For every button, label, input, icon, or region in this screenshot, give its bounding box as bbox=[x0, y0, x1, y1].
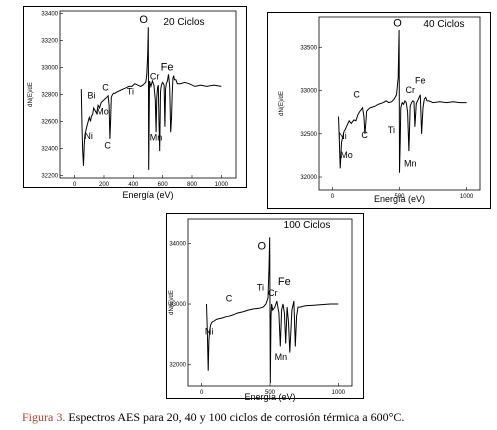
peak-label-ti: Ti bbox=[127, 87, 134, 97]
y-tick-label: 32600 bbox=[41, 119, 58, 125]
peak-label-ni: Ni bbox=[205, 326, 214, 336]
peak-label-c: C bbox=[104, 140, 111, 150]
y-tick-label: 32200 bbox=[41, 173, 58, 179]
figure-caption: Figura 3. Espectros AES para 20, 40 y 10… bbox=[22, 410, 492, 425]
peak-label-mn: Mn bbox=[150, 132, 163, 142]
chart-svg-20-ciclos: 0 200 400 600 800 1000 32200 32400 32600 32800 330… bbox=[28, 10, 237, 200]
caption-label: Figura 3. bbox=[22, 410, 66, 424]
x-tick-label: 0 bbox=[331, 194, 335, 200]
peak-label-c: C bbox=[102, 82, 109, 92]
x-tick-label: 1000 bbox=[460, 194, 474, 200]
x-axis-label: Energía (eV) bbox=[244, 392, 295, 402]
x-axis-label: Energía (eV) bbox=[122, 190, 173, 200]
y-tick-label: 32000 bbox=[300, 175, 317, 181]
x-tick-label: 1000 bbox=[215, 182, 229, 188]
chart-panel-40-ciclos: 0 500 1000 32000 32500 33000 33500 Energía (eV)… bbox=[267, 12, 491, 209]
y-tick-label: 32400 bbox=[41, 146, 58, 152]
chart-panel-20-ciclos: 0 200 400 600 800 1000 32200 32400 32600 32800 330… bbox=[23, 6, 247, 200]
peak-label-ti: Ti bbox=[388, 125, 395, 135]
spectrum-line bbox=[338, 29, 467, 173]
y-tick-label: 33200 bbox=[41, 39, 58, 45]
y-tick-label: 34000 bbox=[169, 241, 186, 247]
peak-label-mo: Mo bbox=[96, 107, 109, 117]
spectrum-line bbox=[206, 237, 339, 384]
chart-svg-40-ciclos: 0 500 1000 32000 32500 33000 33500 Energía (eV)… bbox=[279, 16, 481, 204]
y-axis-label: dN(E)/dE bbox=[279, 91, 285, 116]
chart-title: 40 Ciclos bbox=[423, 19, 464, 30]
y-tick-label: 33400 bbox=[41, 12, 58, 18]
chart-title: 20 Ciclos bbox=[163, 17, 204, 28]
peak-label-cr: Cr bbox=[405, 85, 415, 95]
y-tick-label: 33000 bbox=[300, 89, 317, 95]
x-tick-label: 0 bbox=[200, 390, 204, 396]
chart-panel-100-ciclos: 0 500 1000 32000 33000 34000 Energía (eV) dN(E)… bbox=[166, 213, 364, 402]
y-tick-label: 32800 bbox=[41, 93, 58, 99]
x-tick-label: 600 bbox=[158, 182, 169, 188]
peak-label-mo: Mo bbox=[340, 150, 353, 160]
x-tick-label: 0 bbox=[73, 182, 77, 188]
x-tick-label: 1000 bbox=[332, 390, 346, 396]
peak-label-ni: Ni bbox=[84, 131, 93, 141]
peak-label-cr: Cr bbox=[150, 72, 160, 82]
x-tick-label: 800 bbox=[187, 182, 198, 188]
peak-label-mn: Mn bbox=[275, 352, 288, 362]
y-tick-label: 33500 bbox=[300, 45, 317, 51]
y-axis-label: dN(E)/dE bbox=[169, 290, 175, 315]
peak-label-o: O bbox=[393, 18, 402, 30]
y-tick-label: 33000 bbox=[169, 302, 186, 308]
peak-label-fe: Fe bbox=[161, 61, 174, 73]
x-tick-label: 500 bbox=[394, 194, 405, 200]
peak-label-c: C bbox=[353, 89, 360, 99]
peak-label-o: O bbox=[258, 240, 267, 252]
peak-label-mn: Mn bbox=[404, 159, 417, 169]
x-tick-label: 400 bbox=[128, 182, 139, 188]
spectrum-line bbox=[80, 27, 222, 170]
x-axis-label: Energía (eV) bbox=[374, 194, 425, 204]
peak-label-bi: Bi bbox=[88, 91, 96, 101]
chart-title: 100 Ciclos bbox=[284, 220, 331, 231]
y-tick-label: 32500 bbox=[300, 132, 317, 138]
peak-label-ti: Ti bbox=[257, 283, 264, 293]
peak-label-cr: Cr bbox=[268, 288, 278, 298]
x-tick-label: 200 bbox=[99, 182, 110, 188]
peak-label-c: C bbox=[361, 130, 368, 140]
y-tick-label: 32000 bbox=[169, 363, 186, 369]
x-tick-label: 500 bbox=[265, 390, 276, 396]
chart-svg-100-ciclos: 0 500 1000 32000 33000 34000 Energía (eV) dN(E)… bbox=[169, 218, 353, 402]
caption-text: Espectros AES para 20, 40 y 100 ciclos d… bbox=[65, 410, 405, 424]
peak-label-fe: Fe bbox=[278, 276, 291, 288]
y-tick-label: 33000 bbox=[41, 66, 58, 72]
y-axis-label: dN(E)/dE bbox=[28, 82, 34, 107]
peak-label-ni: Ni bbox=[338, 131, 347, 141]
peak-label-fe: Fe bbox=[415, 76, 426, 86]
peak-label-c: C bbox=[226, 294, 233, 304]
peak-label-o: O bbox=[139, 14, 148, 26]
